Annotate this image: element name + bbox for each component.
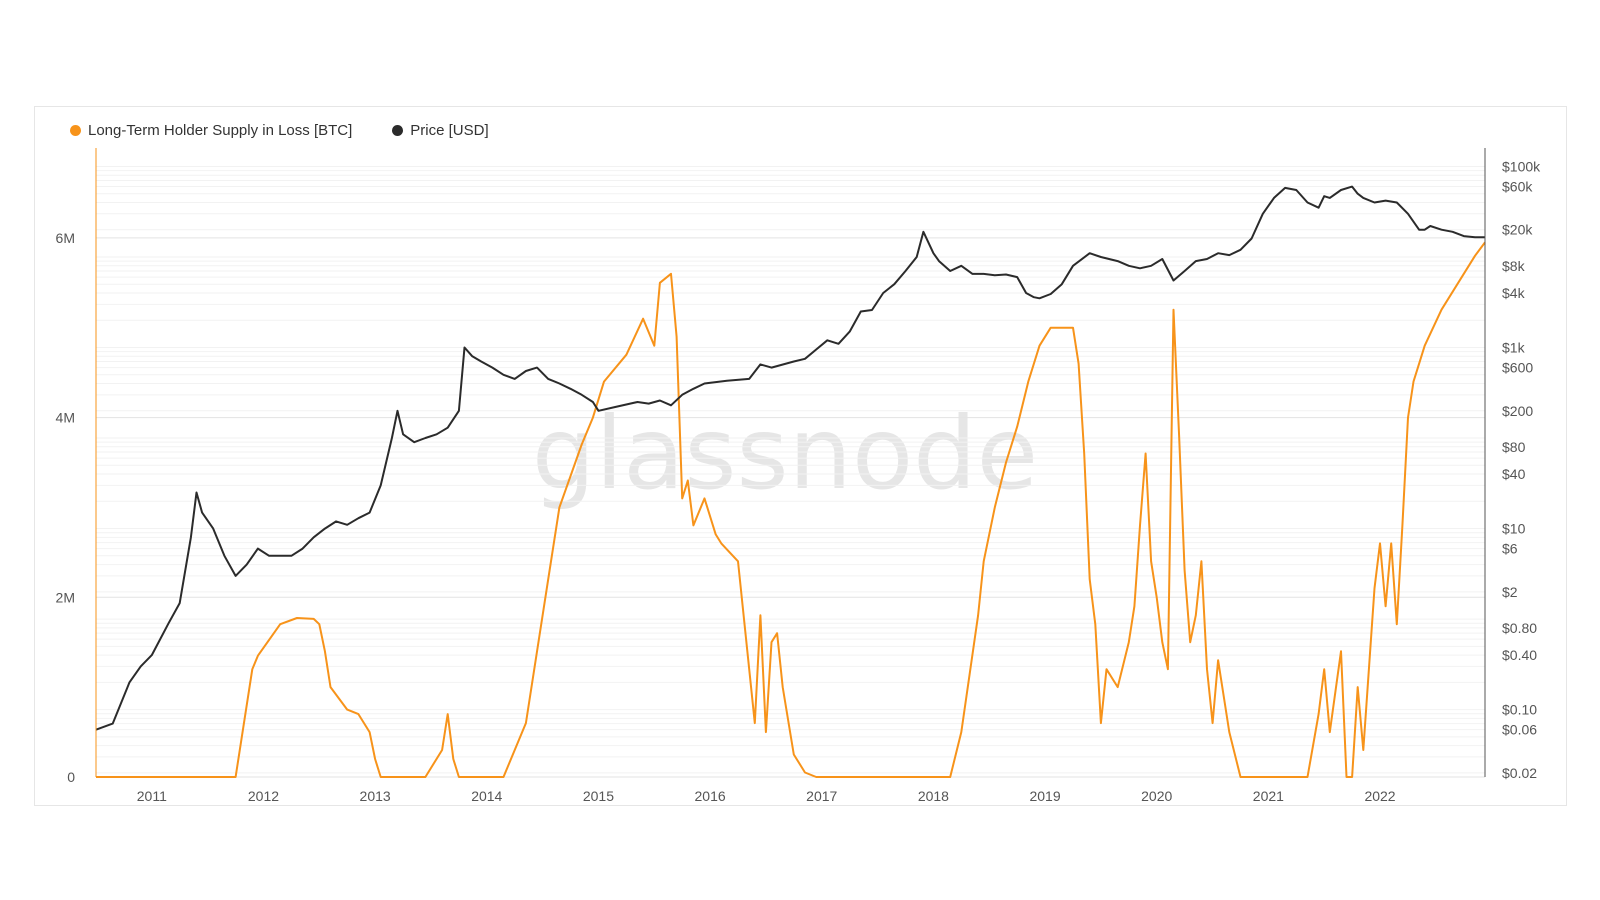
x-tick-label: 2014 xyxy=(471,788,502,804)
legend-supply-label: Long-Term Holder Supply in Loss [BTC] xyxy=(88,122,353,139)
x-tick-label: 2019 xyxy=(1029,788,1060,804)
right-tick-label: $600 xyxy=(1502,360,1533,376)
right-tick-label: $40 xyxy=(1502,466,1526,482)
right-tick-label: $4k xyxy=(1502,285,1526,301)
right-tick-label: $0.10 xyxy=(1502,702,1537,718)
x-tick-label: 2015 xyxy=(583,788,614,804)
right-tick-label: $10 xyxy=(1502,521,1526,537)
right-axis-labels: $100k $60k $20k $8k $4k $1k $600 $200 $80 $40 $10 $… xyxy=(1502,158,1541,780)
right-tick-label: $1k xyxy=(1502,340,1526,356)
legend-price-label: Price [USD] xyxy=(410,122,489,139)
x-tick-label: 2021 xyxy=(1253,788,1284,804)
left-tick-label: 4M xyxy=(56,410,75,426)
right-tick-label: $80 xyxy=(1502,439,1526,455)
right-tick-label: $100k xyxy=(1502,158,1541,174)
right-tick-label: $0.06 xyxy=(1502,722,1537,738)
x-tick-label: 2011 xyxy=(137,788,167,804)
x-tick-label: 2012 xyxy=(248,788,279,804)
series-layer xyxy=(95,185,1486,778)
right-tick-label: $0.02 xyxy=(1502,765,1537,781)
right-tick-label: $20k xyxy=(1502,222,1533,238)
legend: Long-Term Holder Supply in Loss [BTC] Pr… xyxy=(70,122,489,139)
right-tick-label: $200 xyxy=(1502,403,1533,419)
right-tick-label: $2 xyxy=(1502,584,1518,600)
x-tick-label: 2020 xyxy=(1141,788,1172,804)
left-tick-label: 6M xyxy=(56,230,75,246)
supply-line xyxy=(96,241,1486,778)
price-line xyxy=(95,185,1485,731)
supply-legend-dot-icon xyxy=(70,125,81,136)
price-legend-dot-icon xyxy=(392,125,404,136)
x-tick-label: 2018 xyxy=(918,788,949,804)
x-axis-labels: 2011 2012 2013 2014 2015 2016 2017 2018 2019 2020… xyxy=(137,788,1396,804)
chart-frame xyxy=(34,106,1567,806)
right-tick-label: $60k xyxy=(1502,179,1533,195)
legend-item-price[interactable]: Price [USD] xyxy=(392,122,489,139)
left-axis-labels: 0 2M 4M 6M xyxy=(56,230,76,785)
right-tick-label: $0.40 xyxy=(1502,647,1537,663)
legend-item-supply[interactable]: Long-Term Holder Supply in Loss [BTC] xyxy=(70,122,352,139)
x-tick-label: 2022 xyxy=(1364,788,1395,804)
left-tick-label: 2M xyxy=(56,589,75,605)
gridlines xyxy=(96,165,1485,778)
right-tick-label: $6 xyxy=(1502,541,1518,557)
x-tick-label: 2013 xyxy=(360,788,391,804)
watermark-text: glassnode xyxy=(532,395,1038,512)
x-tick-label: 2016 xyxy=(695,788,726,804)
right-tick-label: $0.80 xyxy=(1502,620,1537,636)
left-tick-label: 0 xyxy=(67,769,75,785)
right-tick-label: $8k xyxy=(1502,258,1526,274)
x-tick-label: 2017 xyxy=(806,788,837,804)
